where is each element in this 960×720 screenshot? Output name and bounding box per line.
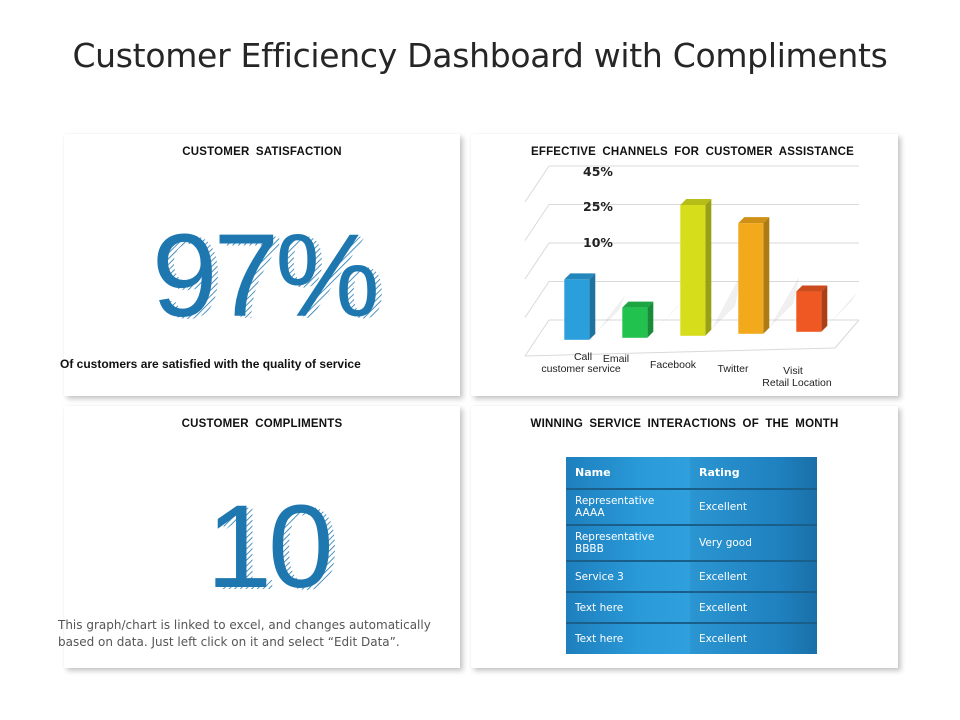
- chart-bar-top: [680, 199, 712, 206]
- satisfaction-caption: Of customers are satisfied with the qual…: [60, 357, 361, 371]
- chart-bar-side: [589, 273, 596, 340]
- chart-bar-front: [564, 279, 590, 340]
- channels-chart-panel: EFFECTIVE CHANNELS FOR CUSTOMER ASSISTAN…: [471, 134, 898, 396]
- chart-bar-front: [796, 291, 822, 332]
- table-cell-name: Text here: [566, 623, 690, 654]
- satisfaction-value: 97%: [152, 210, 376, 342]
- satisfaction-value-shadow: 97%: [158, 212, 382, 344]
- chart-bar-front: [680, 205, 706, 336]
- chart-bar-side: [647, 301, 654, 338]
- table-cell-rating: Excellent: [690, 561, 817, 593]
- chart-bar-side: [763, 217, 770, 334]
- chart-bar-side: [821, 285, 828, 332]
- table-cell-rating: Excellent: [690, 592, 817, 624]
- chart-tick-label: 10%: [583, 235, 613, 250]
- table-row: Representative AAAA Excellent: [566, 489, 817, 526]
- column-header-name: Name: [566, 457, 690, 490]
- column-header-rating: Rating: [690, 457, 817, 490]
- chart-floor-side: [834, 319, 860, 349]
- chart-bar-top: [564, 273, 596, 280]
- chart-bar: [680, 199, 742, 336]
- chart-gridline-side: [524, 242, 550, 280]
- table-header-row: Name Rating: [566, 457, 817, 490]
- table-row: Text here Excellent: [566, 592, 817, 624]
- chart-gridline-side: [524, 165, 550, 203]
- compliments-value: 10: [206, 481, 330, 613]
- chart-tick-label: 25%: [583, 199, 613, 214]
- chart-category-label: Twitter: [718, 363, 749, 375]
- name-line-1: Representative: [575, 495, 655, 507]
- compliments-note-line-1: This graph/chart is linked to excel, and…: [58, 618, 431, 632]
- compliments-value-graphic: 10 10: [206, 481, 340, 615]
- chart-bar: [796, 285, 858, 332]
- chart-category-label: Call customer service: [541, 351, 621, 375]
- name-line-2: AAAA: [575, 507, 605, 519]
- table-cell-rating: Excellent: [690, 623, 817, 654]
- table-cell-name: Text here: [566, 592, 690, 624]
- chart-bars: [564, 199, 858, 340]
- chart-bar: [564, 273, 626, 340]
- interactions-panel: WINNING SERVICE INTERACTIONS OF THE MONT…: [471, 406, 898, 668]
- page-title: Customer Efficiency Dashboard with Compl…: [72, 36, 888, 75]
- chart-tick-label: 45%: [583, 164, 613, 179]
- chart-gridline-side: [524, 204, 550, 241]
- chart-category-label: Email: [603, 353, 629, 365]
- chart-bar-front: [622, 307, 648, 338]
- chart-gridline-side: [524, 319, 550, 357]
- table-cell-name: Service 3: [566, 561, 690, 593]
- chart-bar: [622, 300, 684, 338]
- chart-bar-side: [705, 199, 712, 336]
- satisfaction-heading: CUSTOMER SATISFACTION: [182, 146, 342, 158]
- chart-bar: [738, 217, 800, 334]
- chart-bar-shadow: [705, 273, 742, 336]
- compliments-heading: CUSTOMER COMPLIMENTS: [181, 418, 343, 430]
- chart-category-label: Facebook: [650, 359, 697, 371]
- interactions-table: Name Rating Representative AAAA Excellen…: [566, 457, 817, 654]
- interactions-heading: WINNING SERVICE INTERACTIONS OF THE MONT…: [530, 418, 839, 430]
- table-row: Text here Excellent: [566, 623, 817, 654]
- satisfaction-value-graphic: 97% 97%: [152, 210, 386, 344]
- chart-category-label: Visit Retail Location: [762, 365, 832, 389]
- table-cell-rating: Very good: [690, 525, 817, 562]
- chart-bar-top: [738, 217, 770, 224]
- table-cell-name: Representative AAAA: [566, 489, 690, 526]
- chart-bar-top: [796, 285, 828, 292]
- chart-floor-edge: [524, 347, 836, 357]
- table-cell-name: Representative BBBB: [566, 525, 690, 562]
- name-line-2: BBBB: [575, 543, 604, 555]
- table-row: Representative BBBB Very good: [566, 525, 817, 562]
- table-cell-rating: Excellent: [690, 489, 817, 526]
- chart-title: EFFECTIVE CHANNELS FOR CUSTOMER ASSISTAN…: [530, 146, 855, 158]
- name-line-1: Representative: [575, 531, 655, 543]
- chart-bar-front: [738, 223, 764, 334]
- chart-bar-shadow: [763, 276, 800, 334]
- chart-tick-labels: 10% 25% 45%: [583, 164, 613, 250]
- compliments-note-line-2: based on data. Just left click on it and…: [58, 635, 400, 649]
- chart-bar-top: [622, 301, 654, 308]
- compliments-panel: CUSTOMER COMPLIMENTS 10 10 This graph/ch…: [58, 406, 460, 668]
- compliments-value-shadow: 10: [212, 483, 336, 615]
- satisfaction-panel: CUSTOMER SATISFACTION 97% 97% Of custome…: [60, 134, 460, 396]
- table-row: Service 3 Excellent: [566, 561, 817, 593]
- compliments-note: This graph/chart is linked to excel, and…: [58, 617, 431, 651]
- chart-gridline-side: [524, 281, 550, 318]
